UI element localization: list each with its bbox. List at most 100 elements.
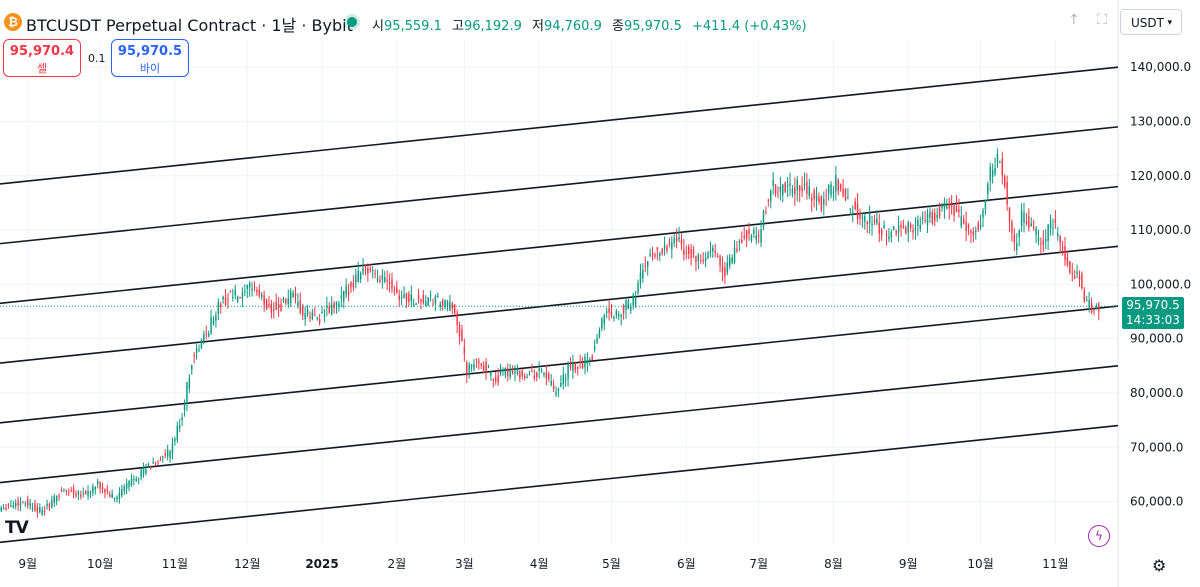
candle-body	[1052, 227, 1054, 229]
channel-line[interactable]	[0, 66, 1119, 185]
candle-body	[277, 303, 280, 309]
candle-body	[567, 363, 569, 379]
channel-line[interactable]	[0, 424, 1119, 544]
y-tick-label: 110,000.0	[1130, 223, 1191, 237]
candle-body	[533, 375, 536, 379]
market-open-icon	[347, 17, 357, 27]
candle-body	[1071, 272, 1073, 274]
candle-body	[550, 380, 552, 386]
candle-body	[880, 229, 883, 236]
candle-body	[738, 241, 741, 243]
candle-body	[868, 213, 871, 224]
candle-body	[111, 493, 113, 499]
channel-line[interactable]	[0, 365, 1119, 484]
candle-body	[229, 291, 232, 293]
candle-body	[504, 367, 507, 376]
candle-body	[181, 417, 183, 421]
candle-body	[687, 247, 690, 254]
candle-body	[205, 332, 207, 335]
candle-body	[492, 378, 495, 380]
candle-body	[27, 499, 29, 506]
candle-body	[289, 290, 292, 304]
candle-body	[191, 364, 193, 370]
channel-line[interactable]	[0, 305, 1119, 424]
candle-body	[724, 267, 726, 277]
candle-body	[125, 483, 128, 489]
candle-body	[864, 216, 866, 222]
candle-body	[941, 205, 943, 208]
symbol-title[interactable]: BTCUSDT Perpetual Contract · 1날 · Bybit	[26, 16, 353, 35]
tradingview-logo-icon[interactable]: TV	[5, 518, 29, 538]
candle-body	[1047, 224, 1049, 242]
candle-body	[692, 249, 695, 255]
candle-body	[338, 303, 340, 308]
candle-body	[782, 184, 784, 196]
candle-body	[270, 303, 273, 313]
gear-icon[interactable]: ⚙	[1152, 556, 1167, 575]
candle-body	[914, 227, 917, 230]
x-tick-label: 11월	[162, 557, 188, 571]
candle-body	[1066, 256, 1069, 266]
candle-body	[837, 179, 839, 191]
candle-body	[248, 282, 251, 288]
grid-lines	[0, 40, 1118, 545]
candle-body	[92, 486, 94, 494]
candle-body	[861, 217, 864, 219]
candle-body	[519, 371, 521, 378]
candle-body	[75, 493, 77, 496]
arrow-up-icon[interactable]: ↑	[1068, 12, 1080, 28]
candle-body	[885, 234, 888, 236]
candle-body	[109, 494, 111, 497]
lightning-icon[interactable]: ϟ	[1088, 525, 1110, 547]
channel-line[interactable]	[0, 245, 1119, 364]
candle-body	[994, 167, 996, 174]
candle-body	[376, 277, 379, 280]
candle-body	[690, 249, 692, 259]
candle-body	[856, 203, 859, 220]
candle-body	[379, 279, 381, 282]
candle-body	[613, 316, 615, 319]
candle-body	[193, 355, 195, 357]
candle-body	[716, 256, 719, 258]
candle-body	[555, 391, 557, 395]
x-tick-label: 10월	[87, 557, 113, 571]
candle-body	[895, 230, 897, 234]
candle-body	[803, 183, 806, 186]
y-tick-label: 90,000.0	[1130, 332, 1183, 346]
buy-button[interactable]: 95,970.5 바이	[111, 39, 189, 77]
candle-body	[779, 186, 782, 192]
candle-body	[680, 239, 683, 245]
candle-body	[849, 208, 852, 210]
candle-body	[958, 209, 960, 213]
candle-body	[946, 206, 948, 209]
candle-body	[58, 495, 60, 497]
candle-body	[601, 318, 603, 329]
candle-body	[314, 314, 316, 316]
candle-body	[1011, 221, 1013, 234]
sell-label: 셀	[36, 62, 48, 75]
parallel-channel-lines	[0, 66, 1119, 544]
candle-body	[41, 510, 43, 515]
candle-body	[991, 170, 994, 177]
sell-button[interactable]: 95,970.4 셀	[3, 39, 81, 77]
candle-body	[371, 270, 374, 272]
candle-body	[632, 294, 634, 306]
candle-body	[499, 371, 502, 375]
candle-body	[770, 190, 772, 201]
candle-body	[388, 281, 391, 284]
channel-line[interactable]	[0, 126, 1119, 245]
currency-dropdown[interactable]: USDT ▾	[1120, 9, 1182, 35]
candle-body	[444, 299, 446, 308]
candle-body	[929, 211, 931, 218]
candle-body	[950, 202, 953, 207]
fullscreen-icon[interactable]: ⛶	[1097, 12, 1107, 28]
channel-line[interactable]	[0, 185, 1119, 305]
candle-body	[473, 364, 475, 370]
candle-body	[273, 309, 275, 311]
x-tick-label: 10월	[967, 557, 993, 571]
candle-body	[975, 230, 977, 233]
y-tick-label: 70,000.0	[1130, 440, 1183, 454]
candle-body	[150, 466, 152, 468]
candle-body	[707, 252, 709, 259]
